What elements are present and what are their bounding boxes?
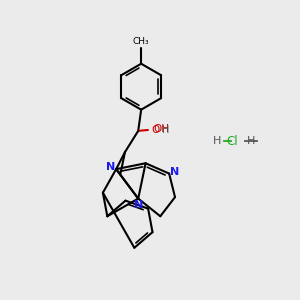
Text: N: N (134, 200, 143, 210)
Text: OH: OH (153, 124, 169, 134)
Text: H: H (213, 136, 222, 146)
Text: N: N (170, 167, 180, 177)
Text: N: N (106, 162, 116, 172)
Text: O: O (152, 125, 160, 135)
Text: H: H (247, 136, 256, 146)
Text: CH₃: CH₃ (133, 38, 149, 46)
Text: H: H (162, 125, 169, 135)
Text: Cl: Cl (226, 135, 238, 148)
